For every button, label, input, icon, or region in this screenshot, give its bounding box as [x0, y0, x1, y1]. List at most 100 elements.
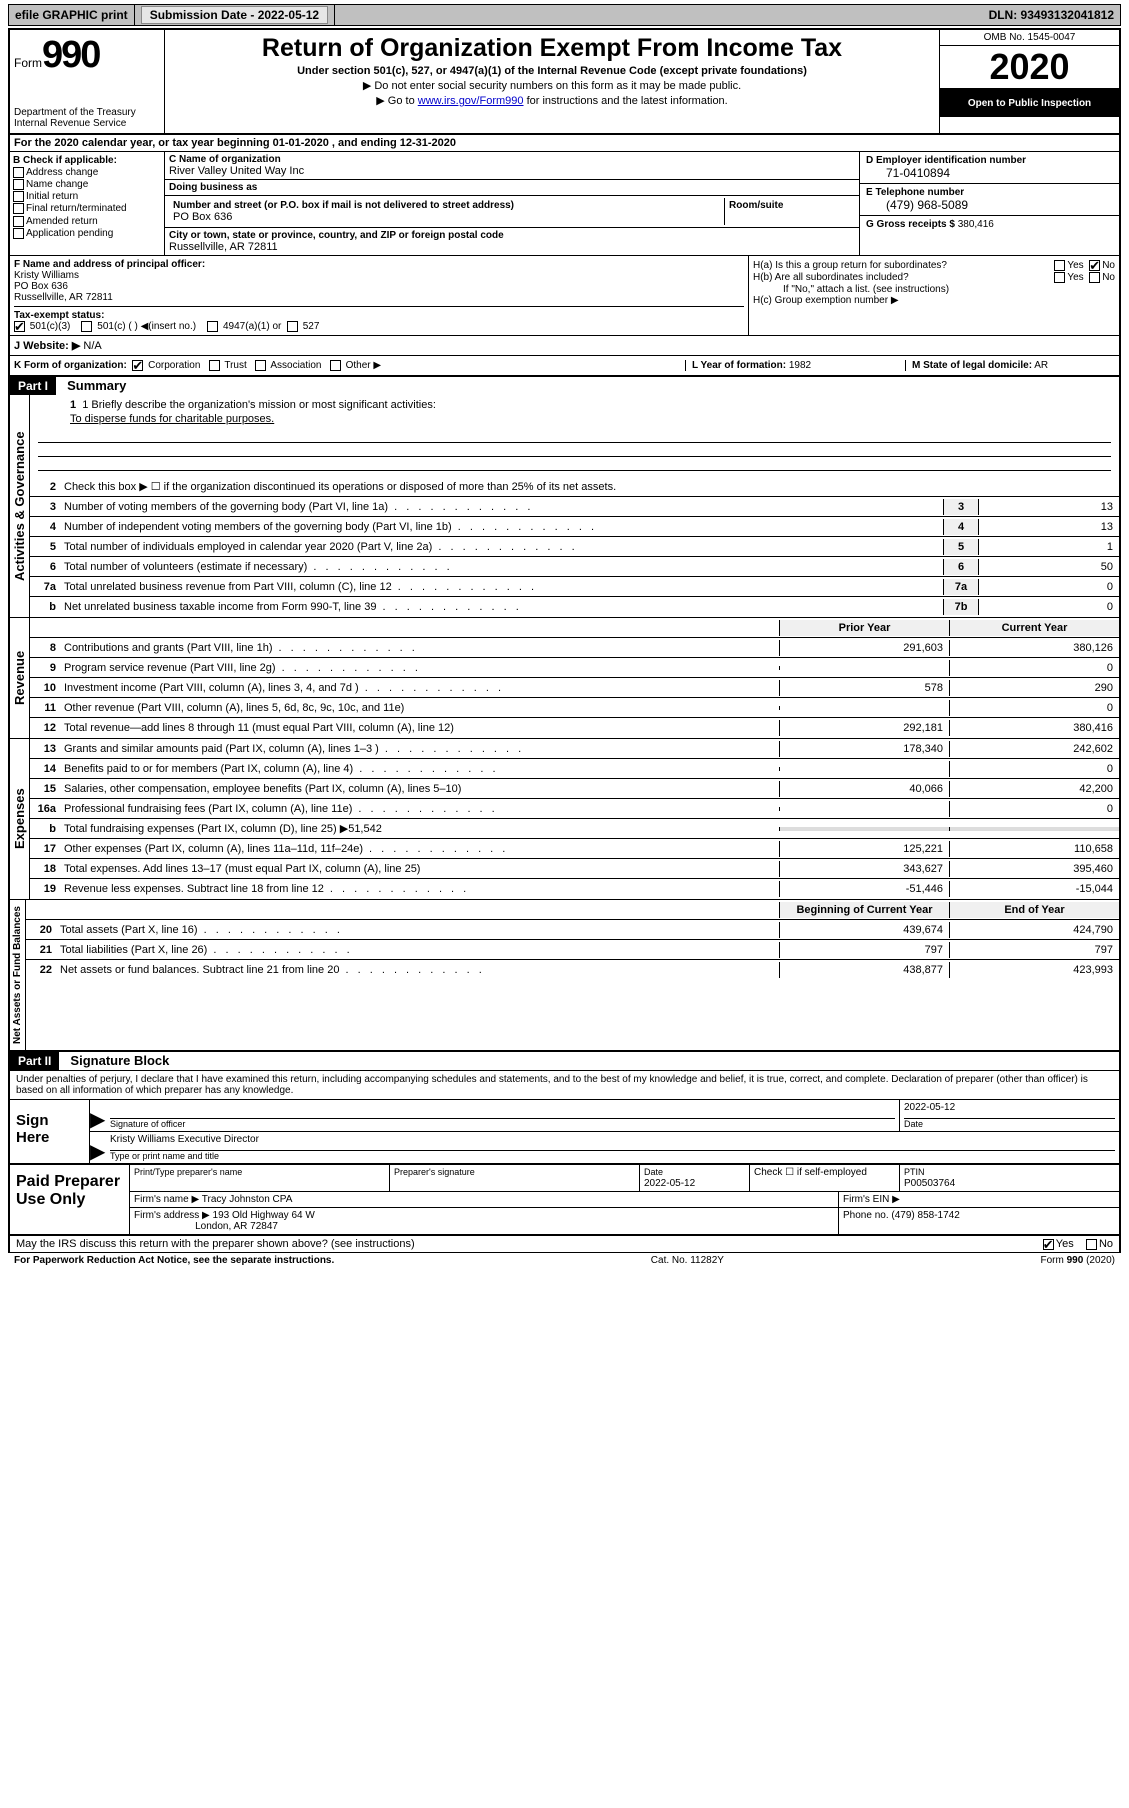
- dept-label: Department of the Treasury Internal Reve…: [14, 107, 160, 129]
- g-value: 380,416: [958, 219, 994, 230]
- line-6-t: Total number of volunteers (estimate if …: [60, 559, 943, 575]
- chk-initial-return[interactable]: Initial return: [13, 191, 161, 202]
- hc-label: H(c) Group exemption number ▶: [753, 295, 1115, 306]
- inspection-label: Open to Public Inspection: [940, 90, 1119, 117]
- hb-yes[interactable]: [1054, 272, 1065, 283]
- footer-mid: Cat. No. 11282Y: [651, 1255, 724, 1266]
- chk-assoc[interactable]: [255, 360, 266, 371]
- current-year-h: Current Year: [949, 620, 1119, 636]
- ha-yes[interactable]: [1054, 260, 1065, 271]
- l13-c: 242,602: [949, 741, 1119, 757]
- page-footer: For Paperwork Reduction Act Notice, see …: [8, 1253, 1121, 1268]
- line-5-t: Total number of individuals employed in …: [60, 539, 943, 555]
- l14-c: 0: [949, 761, 1119, 777]
- line-2: Check this box ▶ ☐ if the organization d…: [60, 478, 1119, 495]
- prior-year-h: Prior Year: [779, 620, 949, 636]
- firm-addr2: London, AR 72847: [195, 1221, 278, 1232]
- chk-527[interactable]: [287, 321, 298, 332]
- form-note-1: ▶ Do not enter social security numbers o…: [169, 79, 935, 92]
- col-b: B Check if applicable: Address change Na…: [10, 152, 165, 255]
- firm-addr1: 193 Old Highway 64 W: [213, 1210, 315, 1221]
- l16a-t: Professional fundraising fees (Part IX, …: [60, 801, 779, 817]
- c-dba-label: Doing business as: [169, 182, 855, 193]
- perjury-text: Under penalties of perjury, I declare th…: [10, 1071, 1119, 1100]
- chk-other[interactable]: [330, 360, 341, 371]
- chk-4947[interactable]: [207, 321, 218, 332]
- line-7a-t: Total unrelated business revenue from Pa…: [60, 579, 943, 595]
- e-phone: (479) 968-5089: [866, 198, 1113, 212]
- chk-amended[interactable]: Amended return: [13, 216, 161, 227]
- discuss-q: May the IRS discuss this return with the…: [16, 1238, 415, 1250]
- line-7a-v: 0: [979, 579, 1119, 595]
- b-title: B Check if applicable:: [13, 155, 161, 166]
- org-name: River Valley United Way Inc: [169, 165, 855, 177]
- preparer-block: Paid Preparer Use Only Print/Type prepar…: [8, 1165, 1121, 1236]
- l17-p: 125,221: [779, 841, 949, 857]
- l17-t: Other expenses (Part IX, column (A), lin…: [60, 841, 779, 857]
- l20-p: 439,674: [779, 922, 949, 938]
- block-fih: F Name and address of principal officer:…: [8, 256, 1121, 336]
- chk-trust[interactable]: [209, 360, 220, 371]
- prep-selfemp: Check ☐ if self-employed: [750, 1165, 900, 1191]
- l16a-p: [779, 807, 949, 811]
- chk-final-return[interactable]: Final return/terminated: [13, 203, 161, 214]
- l10-c: 290: [949, 680, 1119, 696]
- tax-year: 2020: [940, 46, 1119, 90]
- chk-501c3[interactable]: [14, 321, 25, 332]
- omb-number: OMB No. 1545-0047: [940, 30, 1119, 46]
- chk-app-pending[interactable]: Application pending: [13, 228, 161, 239]
- sig-officer-label: Signature of officer: [110, 1118, 895, 1129]
- chk-address-change[interactable]: Address change: [13, 167, 161, 178]
- mission-ans: To disperse funds for charitable purpose…: [70, 413, 1111, 425]
- sign-here-label: Sign Here: [10, 1100, 90, 1163]
- l19-t: Revenue less expenses. Subtract line 18 …: [60, 881, 779, 897]
- section-a: For the 2020 calendar year, or tax year …: [8, 135, 1121, 152]
- m-label: M State of legal domicile:: [912, 360, 1032, 371]
- block-bcdeg: B Check if applicable: Address change Na…: [8, 152, 1121, 256]
- g-label: G Gross receipts $: [866, 219, 955, 230]
- part-ii-label: Part II: [10, 1052, 59, 1070]
- line-6-v: 50: [979, 559, 1119, 575]
- begin-year-h: Beginning of Current Year: [779, 902, 949, 918]
- discuss-no[interactable]: [1086, 1239, 1097, 1250]
- chk-501c[interactable]: [81, 321, 92, 332]
- col-deg: D Employer identification number 71-0410…: [859, 152, 1119, 255]
- l16a-c: 0: [949, 801, 1119, 817]
- l20-c: 424,790: [949, 922, 1119, 938]
- l8-t: Contributions and grants (Part VIII, lin…: [60, 640, 779, 656]
- part-i-label: Part I: [10, 377, 56, 395]
- dln-label: DLN: 93493132041812: [983, 5, 1120, 25]
- hb-no[interactable]: [1089, 272, 1100, 283]
- line-5-v: 1: [979, 539, 1119, 555]
- l12-p: 292,181: [779, 720, 949, 736]
- ha-label: H(a) Is this a group return for subordin…: [753, 260, 947, 271]
- form990-link[interactable]: www.irs.gov/Form990: [418, 95, 524, 107]
- arrow-icon: ▶: [90, 1132, 106, 1163]
- footer-right: Form 990 (2020): [1041, 1255, 1115, 1266]
- line-3-v: 13: [979, 499, 1119, 515]
- officer-name: Kristy Williams Executive Director: [110, 1134, 1115, 1150]
- form-header: Form990 Department of the Treasury Inter…: [8, 28, 1121, 135]
- f-addr1: PO Box 636: [14, 281, 744, 292]
- l22-c: 423,993: [949, 962, 1119, 978]
- discuss-yes[interactable]: [1043, 1239, 1054, 1250]
- chk-corp[interactable]: [132, 360, 143, 371]
- line-7b-t: Net unrelated business taxable income fr…: [60, 599, 943, 615]
- prep-date: 2022-05-12: [644, 1178, 695, 1189]
- ha-no[interactable]: [1089, 260, 1100, 271]
- l15-c: 42,200: [949, 781, 1119, 797]
- col-c: C Name of organization River Valley Unit…: [165, 152, 859, 255]
- chk-name-change[interactable]: Name change: [13, 179, 161, 190]
- netassets-section: Net Assets or Fund Balances Beginning of…: [8, 900, 1121, 1052]
- l10-t: Investment income (Part VIII, column (A)…: [60, 680, 779, 696]
- line-4-v: 13: [979, 519, 1119, 535]
- l20-t: Total assets (Part X, line 16): [56, 922, 779, 938]
- form-title: Return of Organization Exempt From Incom…: [169, 34, 935, 63]
- line-3-t: Number of voting members of the governin…: [60, 499, 943, 515]
- l18-p: 343,627: [779, 861, 949, 877]
- l14-t: Benefits paid to or for members (Part IX…: [60, 761, 779, 777]
- firm-name-label: Firm's name ▶: [134, 1194, 199, 1205]
- l18-t: Total expenses. Add lines 13–17 (must eq…: [60, 861, 779, 877]
- i-label: Tax-exempt status:: [14, 310, 104, 321]
- f-addr2: Russellville, AR 72811: [14, 292, 744, 303]
